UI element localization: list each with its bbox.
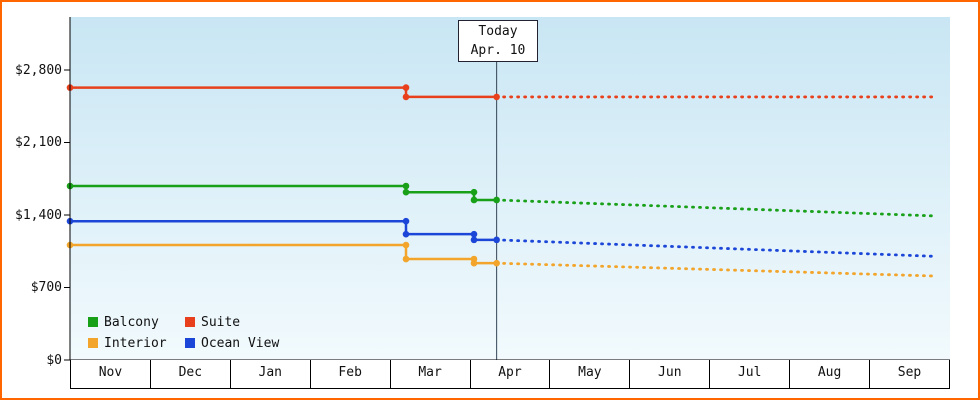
today-annotation-title: Today	[478, 24, 518, 39]
x-axis-month: Nov	[70, 360, 150, 388]
series-marker-ocean-view	[402, 230, 410, 238]
series-marker-suite	[402, 93, 410, 101]
x-axis-month: Feb	[309, 360, 390, 388]
series-marker-interior	[402, 241, 410, 249]
legend-item-balcony: Balcony	[88, 312, 185, 332]
legend-swatch-suite	[185, 317, 195, 327]
series-line-suite	[70, 86, 497, 99]
x-axis-month: Jun	[629, 360, 709, 388]
series-marker-ocean-view	[402, 217, 410, 225]
y-axis-label: $2,100	[15, 135, 62, 150]
today-annotation-date: Apr. 10	[470, 43, 526, 58]
x-axis-month: Apr	[469, 360, 550, 388]
legend-item-interior: Interior	[88, 333, 185, 353]
series-marker-suite	[493, 93, 500, 101]
x-axis-month: Sep	[869, 360, 950, 388]
series-line-ocean-view	[70, 219, 497, 242]
x-axis: Nov Dec Jan Feb Mar Apr May Jun Jul Aug …	[70, 360, 950, 389]
series-marker-balcony	[402, 182, 410, 190]
series-marker-balcony	[402, 188, 410, 196]
series-marker-ocean-view	[493, 236, 500, 244]
y-axis-label: $700	[30, 280, 62, 295]
legend-swatch-balcony	[88, 317, 98, 327]
series-marker-interior	[402, 255, 410, 263]
today-annotation: Today Apr. 10	[458, 20, 538, 62]
x-axis-month: Dec	[149, 360, 230, 388]
y-axis-label: $0	[46, 353, 62, 368]
series-line-interior	[70, 243, 497, 265]
series-marker-interior	[470, 259, 478, 267]
legend-label-suite: Suite	[201, 314, 241, 330]
x-axis-month: Aug	[789, 360, 869, 388]
legend: Balcony Suite Interior Ocean View	[88, 312, 279, 353]
x-axis-month: Jan	[229, 360, 310, 388]
legend-label-ocean-view: Ocean View	[201, 335, 280, 351]
legend-item-suite: Suite	[185, 312, 279, 332]
series-marker-ocean-view	[470, 236, 478, 244]
legend-label-balcony: Balcony	[104, 314, 159, 330]
x-axis-month: Jul	[709, 360, 789, 388]
y-axis-label: $1,400	[15, 208, 62, 223]
plot-background	[70, 17, 950, 360]
legend-swatch-ocean-view	[185, 338, 195, 348]
x-axis-month: Mar	[389, 360, 470, 388]
x-axis-month: May	[549, 360, 629, 388]
series-line-balcony	[70, 184, 497, 202]
series-marker-suite	[402, 84, 410, 91]
series-marker-balcony	[470, 188, 478, 196]
legend-swatch-interior	[88, 338, 98, 348]
legend-label-interior: Interior	[104, 335, 167, 351]
legend-item-ocean-view: Ocean View	[185, 333, 279, 353]
y-axis-label: $2,800	[15, 63, 62, 78]
series-marker-balcony	[470, 196, 478, 204]
series-marker-ocean-view	[470, 230, 478, 238]
series-marker-balcony	[493, 196, 500, 204]
series-marker-interior	[493, 259, 500, 267]
